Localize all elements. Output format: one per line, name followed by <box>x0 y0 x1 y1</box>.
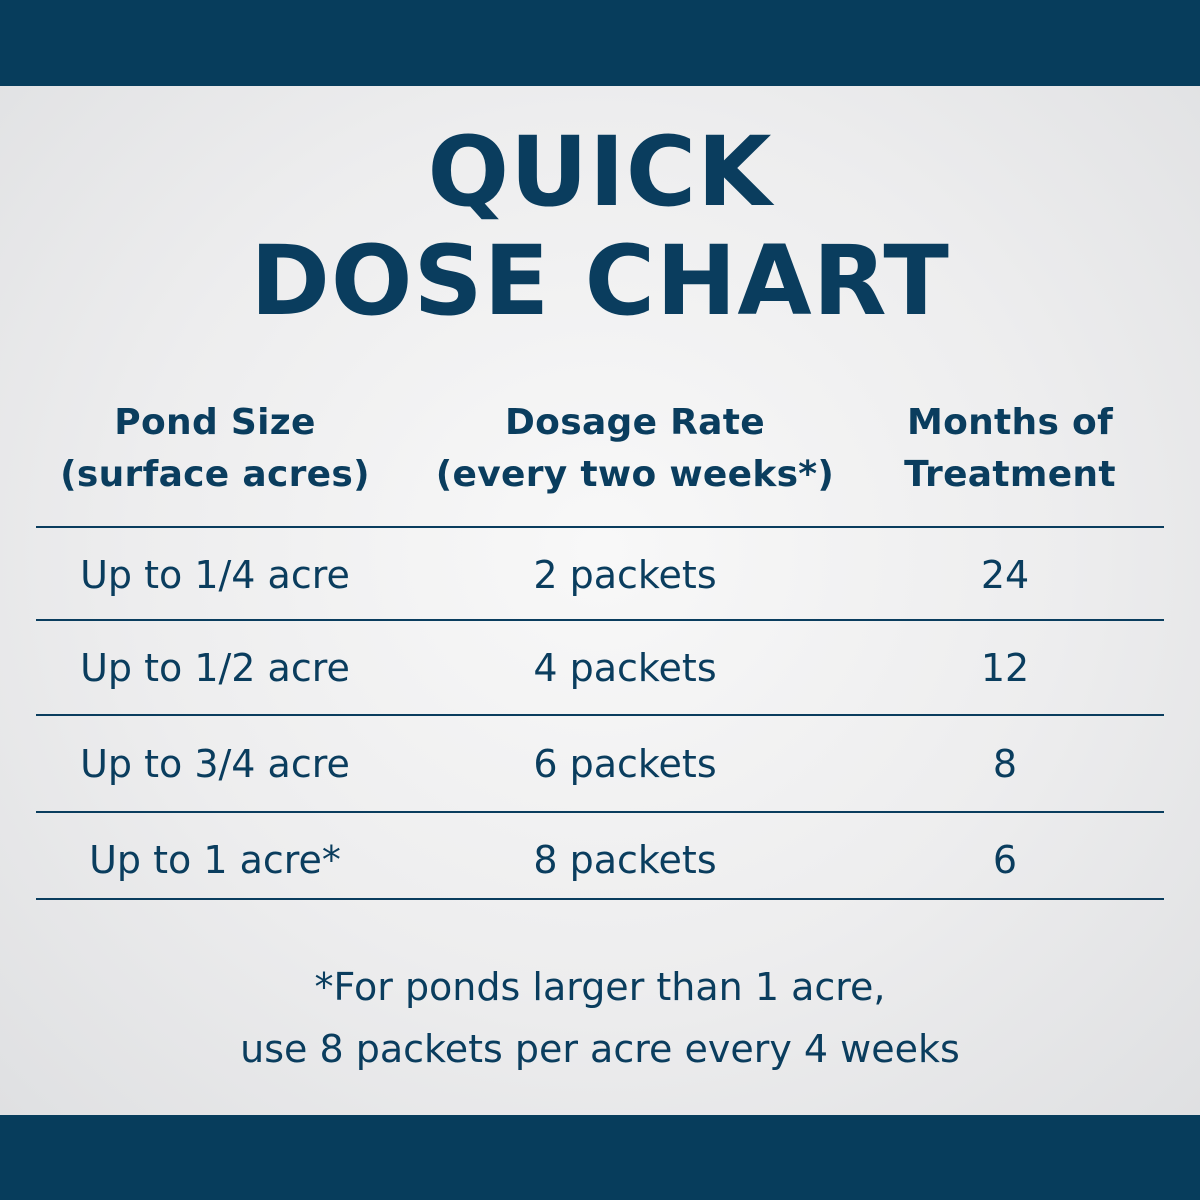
cell-months: 6 <box>992 838 1018 882</box>
cell-pond-size: Up to 1/4 acre <box>80 553 350 597</box>
table-row: Up to 1/4 acre 2 packets 24 <box>0 527 1200 623</box>
footnote: *For ponds larger than 1 acre, use 8 pac… <box>0 956 1200 1080</box>
table-divider <box>36 526 1164 528</box>
cell-pond-size: Up to 1/2 acre <box>80 646 350 690</box>
page-title-line-2: DOSE CHART <box>250 225 950 337</box>
header-dosage-rate: Dosage Rate (every two weeks*) <box>410 397 860 501</box>
footnote-line-2: use 8 packets per acre every 4 weeks <box>240 1027 960 1071</box>
footnote-line-1: *For ponds larger than 1 acre, <box>314 965 886 1009</box>
page-title-line-1: QUICK <box>427 116 773 228</box>
top-band <box>0 0 1200 86</box>
cell-pond-size: Up to 1 acre* <box>89 838 341 882</box>
header-pond-size-line-2: (surface acres) <box>60 454 370 495</box>
cell-dosage: 8 packets <box>533 838 717 882</box>
header-months-line-1: Months of <box>906 402 1114 443</box>
header-months-of-treatment: Months of Treatment <box>870 397 1150 501</box>
cell-months: 8 <box>992 742 1018 786</box>
cell-dosage: 2 packets <box>533 553 717 597</box>
cell-dosage: 6 packets <box>533 742 717 786</box>
table-row: Up to 1 acre* 8 packets 6 <box>0 812 1200 908</box>
cell-months: 12 <box>980 646 1030 690</box>
header-pond-size-line-1: Pond Size <box>114 402 316 443</box>
table-divider <box>36 619 1164 621</box>
cell-dosage: 4 packets <box>533 646 717 690</box>
header-months-line-2: Treatment <box>904 454 1116 495</box>
cell-months: 24 <box>980 553 1030 597</box>
header-dosage-rate-line-2: (every two weeks*) <box>435 454 835 495</box>
cell-pond-size: Up to 3/4 acre <box>80 742 350 786</box>
table-divider <box>36 714 1164 716</box>
table-row: Up to 1/2 acre 4 packets 12 <box>0 620 1200 716</box>
header-dosage-rate-line-1: Dosage Rate <box>505 402 765 443</box>
table-divider <box>36 811 1164 813</box>
chart-panel <box>0 86 1200 1115</box>
header-pond-size: Pond Size (surface acres) <box>30 397 400 501</box>
table-divider <box>36 898 1164 900</box>
table-row: Up to 3/4 acre 6 packets 8 <box>0 716 1200 812</box>
bottom-band <box>0 1115 1200 1200</box>
